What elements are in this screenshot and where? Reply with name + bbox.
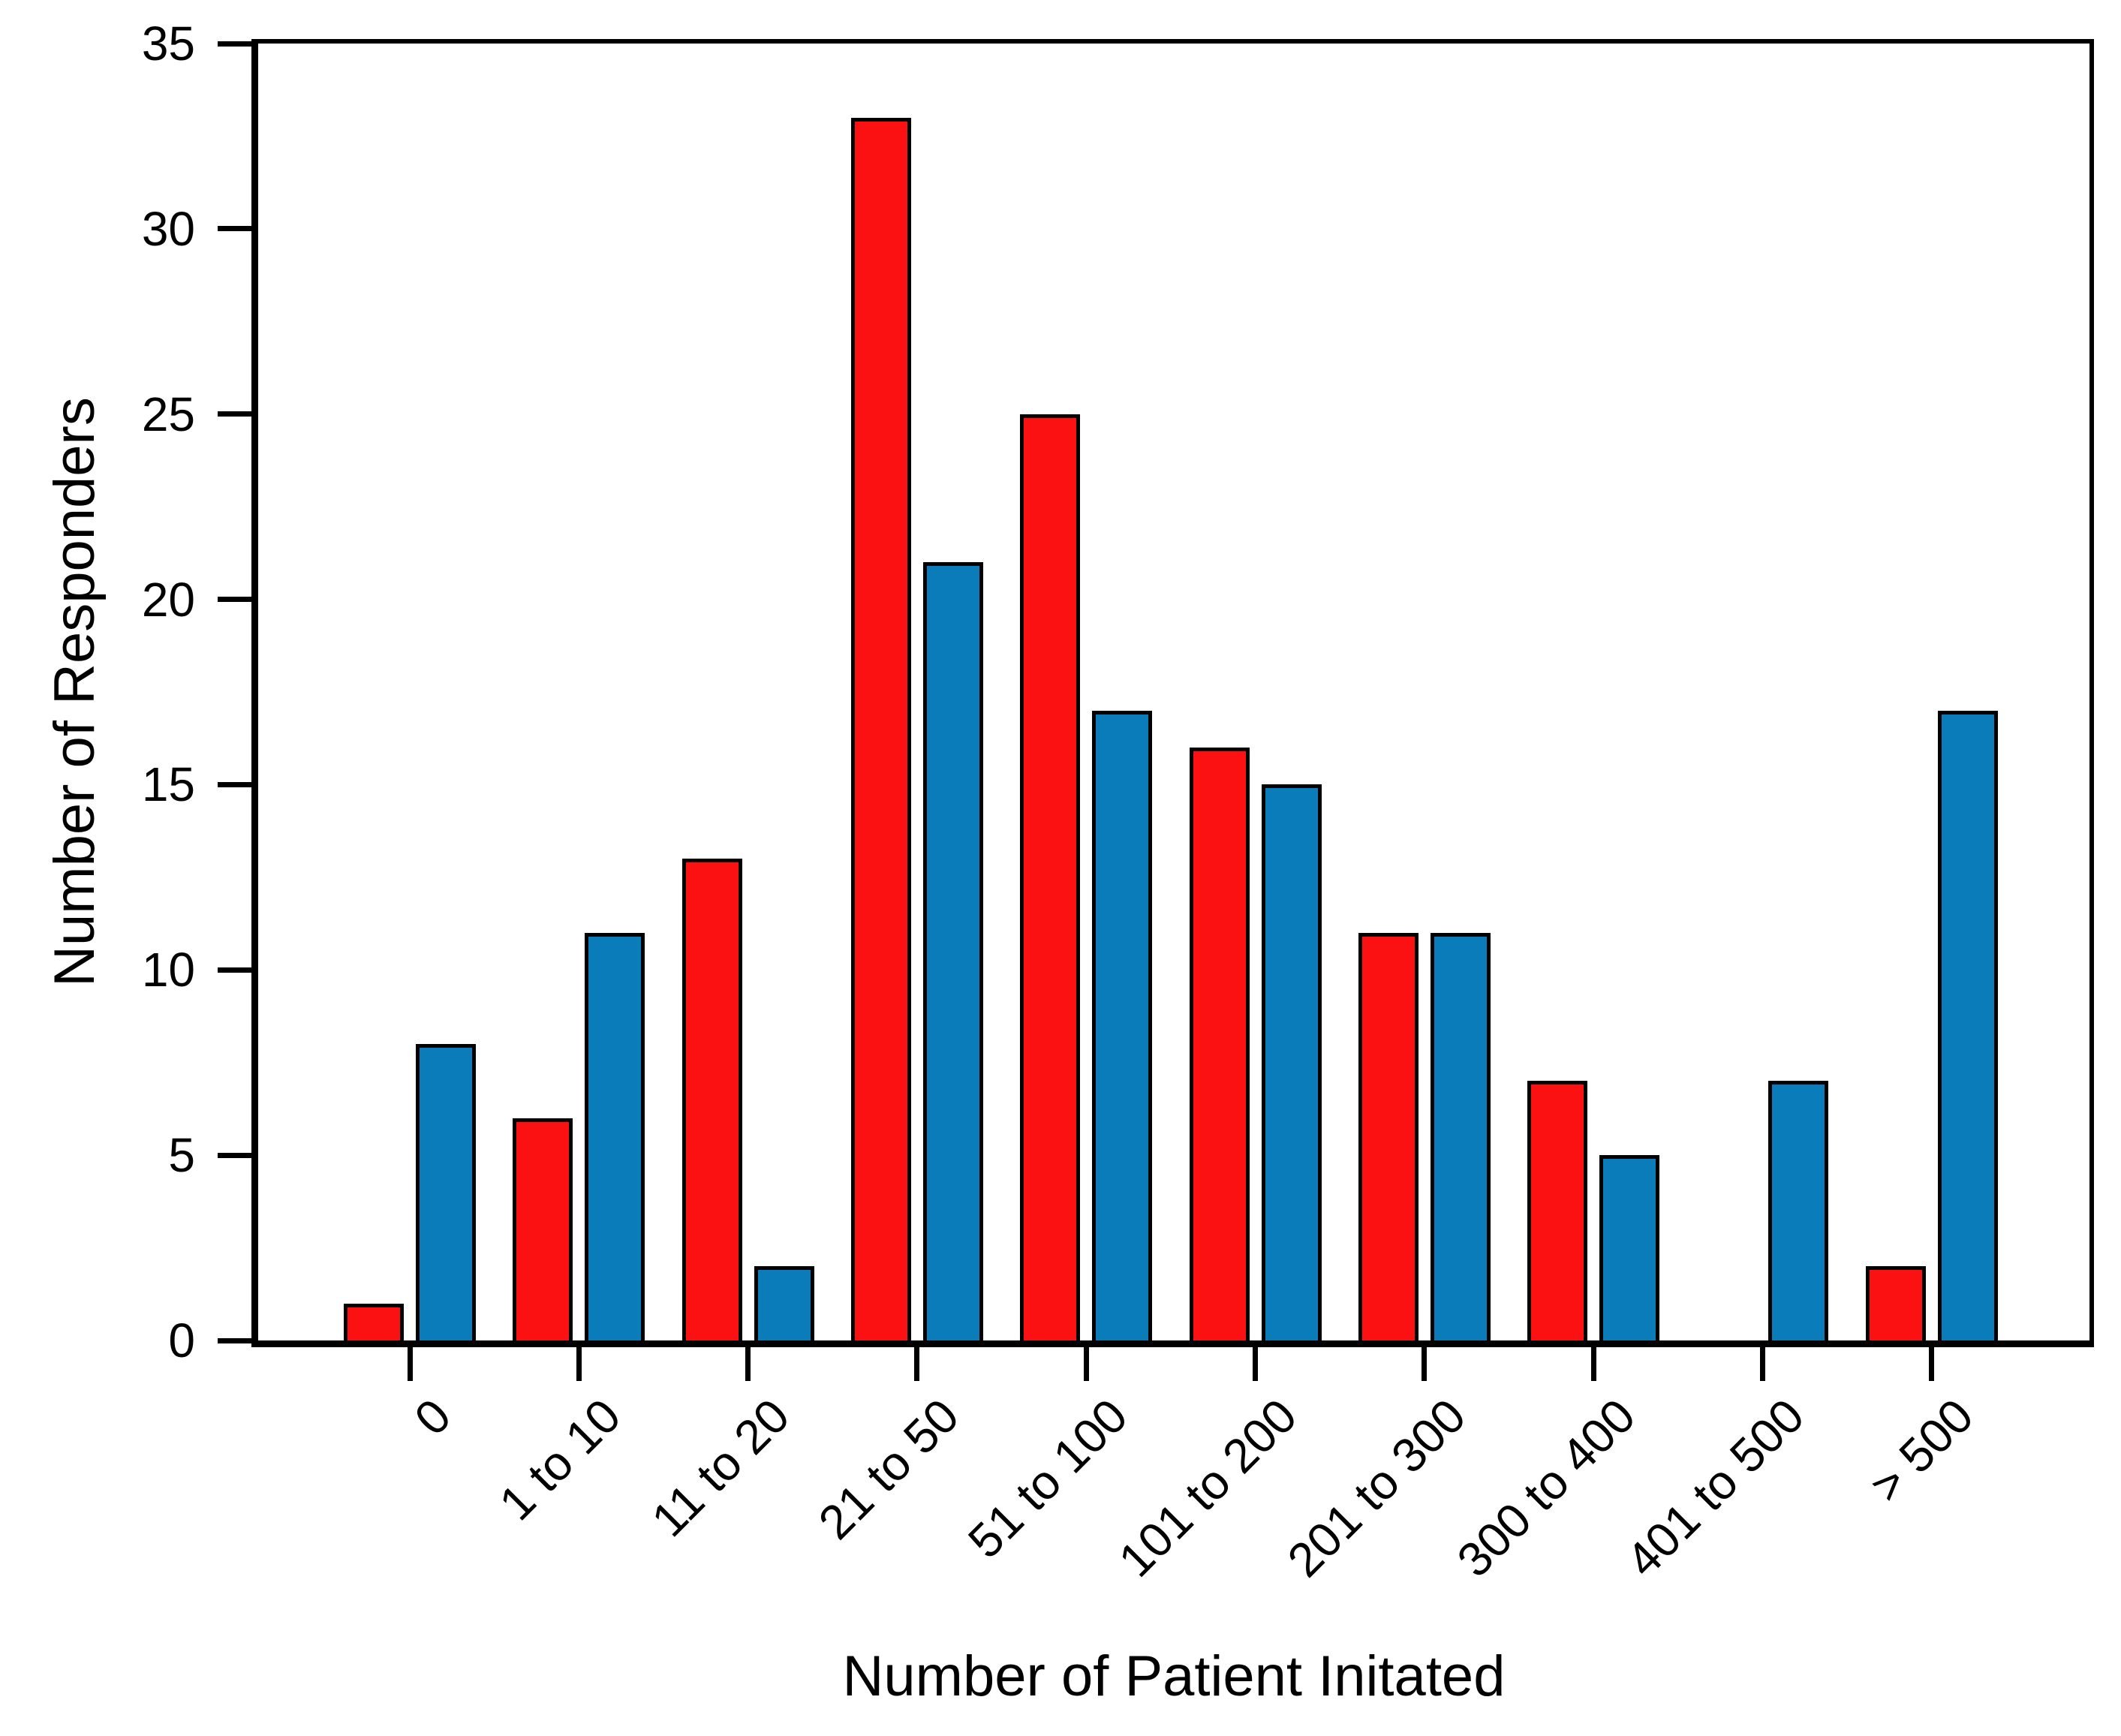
y-axis-tick-label: 35 bbox=[141, 17, 195, 71]
y-axis-tick bbox=[218, 781, 251, 787]
y-axis-tick bbox=[218, 597, 251, 603]
y-axis-tick bbox=[218, 1337, 251, 1343]
y-axis-tick-label: 5 bbox=[168, 1128, 195, 1183]
bar-red-series-0 bbox=[344, 1303, 404, 1340]
x-axis-tick bbox=[1083, 1347, 1089, 1381]
bar-red-series-51-to-100 bbox=[1020, 414, 1081, 1340]
y-axis-tick bbox=[218, 226, 251, 232]
x-axis-tick-label: 300 to 400 bbox=[1446, 1388, 1646, 1587]
x-axis-tick-label: 0 bbox=[404, 1388, 462, 1446]
x-axis-tick-label: 51 to 100 bbox=[958, 1388, 1139, 1569]
y-axis-title: Number of Responders bbox=[43, 397, 107, 987]
bar-blue-series-401-to-500 bbox=[1768, 1081, 1829, 1340]
y-axis-tick-label: 15 bbox=[141, 757, 195, 812]
x-axis-tick-label: > 500 bbox=[1859, 1388, 1984, 1513]
y-axis-tick bbox=[218, 41, 251, 47]
x-axis-tick bbox=[1590, 1347, 1596, 1381]
bar-blue-series->-500 bbox=[1937, 710, 1998, 1340]
y-axis-tick bbox=[218, 1152, 251, 1158]
x-axis-tick-label: 11 to 20 bbox=[641, 1388, 800, 1548]
x-axis-tick bbox=[1253, 1347, 1258, 1381]
bar-blue-series-201-to-300 bbox=[1430, 932, 1491, 1340]
y-axis-tick bbox=[218, 967, 251, 973]
bar-blue-series-51-to-100 bbox=[1092, 710, 1153, 1340]
y-axis-tick-label: 25 bbox=[141, 387, 195, 441]
x-axis-tick bbox=[914, 1347, 920, 1381]
x-axis-tick-label: 101 to 200 bbox=[1108, 1388, 1307, 1587]
bar-blue-series-0 bbox=[416, 1044, 476, 1340]
x-axis-tick bbox=[407, 1347, 413, 1381]
x-axis-tick-label: 401 to 500 bbox=[1615, 1388, 1815, 1587]
bar-blue-series-300-to-400 bbox=[1599, 1155, 1660, 1340]
bar-blue-series-21-to-50 bbox=[922, 562, 983, 1340]
bar-red-series-1-to-10 bbox=[513, 1118, 573, 1340]
y-axis-tick-label: 20 bbox=[141, 572, 195, 627]
bar-red-series->-500 bbox=[1865, 1266, 1926, 1340]
x-axis-title: Number of Patient Initated bbox=[842, 1644, 1506, 1708]
bar-blue-series-11-to-20 bbox=[754, 1266, 814, 1340]
y-axis-tick bbox=[218, 411, 251, 417]
x-axis-tick bbox=[745, 1347, 751, 1381]
bar-red-series-11-to-20 bbox=[681, 859, 742, 1340]
plot-area: Number of Responders Number of Patient I… bbox=[43, 17, 2094, 1708]
x-axis-tick bbox=[576, 1347, 582, 1381]
x-axis-tick-label: 21 to 50 bbox=[808, 1388, 969, 1550]
y-axis-tick-label: 0 bbox=[168, 1313, 195, 1367]
x-axis-tick bbox=[1422, 1347, 1428, 1381]
y-axis-tick-label: 10 bbox=[141, 943, 195, 997]
x-axis-tick-label: 201 to 300 bbox=[1277, 1388, 1476, 1587]
bar-red-series-201-to-300 bbox=[1358, 932, 1419, 1340]
x-axis-tick-label: 1 to 10 bbox=[488, 1388, 631, 1531]
bar-red-series-101-to-200 bbox=[1189, 748, 1250, 1340]
bar-red-series-21-to-50 bbox=[850, 117, 911, 1340]
x-axis-tick bbox=[1929, 1347, 1935, 1381]
bar-blue-series-1-to-10 bbox=[585, 932, 645, 1340]
y-axis-tick-label: 30 bbox=[141, 201, 195, 256]
bar-red-series-300-to-400 bbox=[1527, 1081, 1588, 1340]
bar-blue-series-101-to-200 bbox=[1261, 784, 1322, 1340]
x-axis-tick bbox=[1759, 1347, 1765, 1381]
